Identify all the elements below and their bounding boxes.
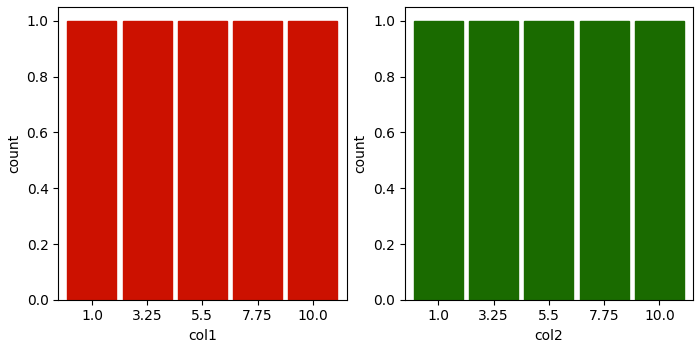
Y-axis label: count: count — [354, 134, 368, 173]
Bar — [635, 21, 684, 300]
Bar — [469, 21, 518, 300]
Bar — [524, 21, 573, 300]
Y-axis label: count: count — [7, 134, 21, 173]
Bar — [414, 21, 463, 300]
Bar — [122, 21, 172, 300]
X-axis label: col2: col2 — [535, 329, 564, 343]
Bar — [288, 21, 337, 300]
Bar — [233, 21, 282, 300]
Bar — [178, 21, 227, 300]
X-axis label: col1: col1 — [188, 329, 217, 343]
Bar — [580, 21, 629, 300]
Bar — [67, 21, 116, 300]
